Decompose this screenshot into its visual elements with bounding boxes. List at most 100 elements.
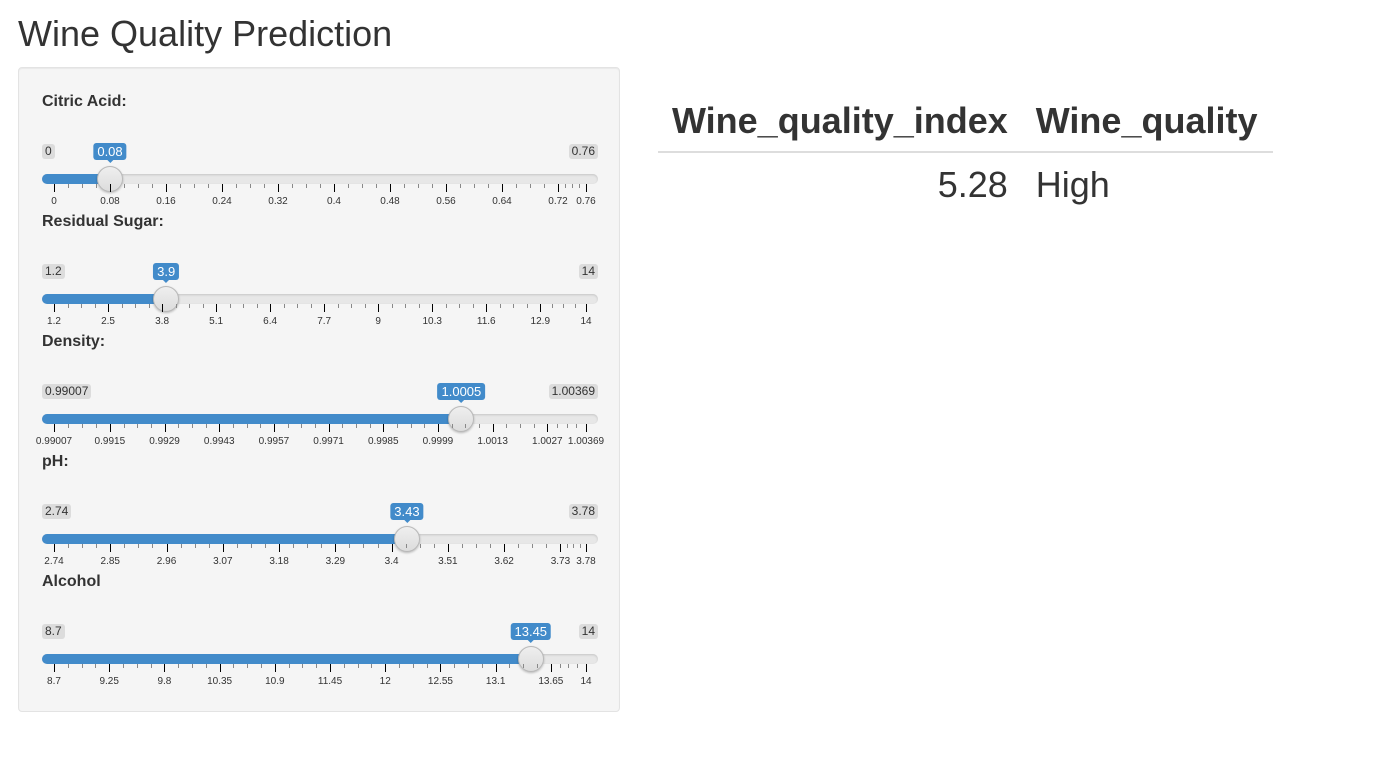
slider-track[interactable]: [42, 294, 598, 304]
slider-minor-tick: [568, 664, 570, 668]
slider-major-tick: [447, 544, 449, 552]
slider-max-label: 14: [578, 624, 598, 639]
slider-minor-tick: [283, 304, 285, 308]
slider-major-tick: [586, 424, 587, 432]
slider-major-tick: [216, 304, 218, 312]
slider-minor-tick: [152, 184, 153, 188]
cell-wine-quality-index: 5.28: [937, 164, 1008, 205]
slider-minor-tick: [256, 304, 258, 308]
slider-minor-tick: [321, 544, 323, 548]
slider-tick-label: 0: [51, 196, 57, 207]
slider-minor-tick: [391, 304, 393, 308]
slider-major-tick: [110, 184, 111, 192]
header-wine-quality-index: Wine_quality_index: [658, 99, 1022, 153]
slider-handle[interactable]: [393, 526, 420, 552]
slider-minor-tick: [81, 304, 83, 308]
slider-minor-tick: [136, 664, 138, 668]
slider-major-tick: [324, 304, 326, 312]
slider-min-label: 0: [42, 144, 55, 159]
slider-minor-tick: [135, 304, 137, 308]
slider-minor-tick: [563, 304, 565, 308]
slider-minor-tick: [579, 184, 580, 188]
slider-minor-tick: [124, 184, 125, 188]
slider-minor-tick: [518, 544, 520, 548]
slider-minor-tick: [532, 544, 534, 548]
slider-tick-label: 9: [375, 316, 381, 327]
slider-minor-tick: [454, 664, 456, 668]
slider-minor-tick: [364, 304, 366, 308]
slider-minor-tick: [342, 424, 344, 428]
slider-minor-tick: [348, 184, 349, 188]
slider-minor-tick: [67, 424, 69, 428]
slider-max-label: 0.76: [568, 144, 598, 159]
slider-tick-label: 3.18: [269, 556, 289, 567]
slider-fill: [42, 294, 167, 304]
slider-tick-label: 0.24: [212, 196, 232, 207]
slider-major-tick: [383, 424, 385, 432]
slider-major-tick: [440, 664, 442, 672]
slider-minor-tick: [261, 664, 263, 668]
slider-minor-tick: [460, 184, 461, 188]
slider-minor-tick: [544, 184, 545, 188]
slider-minor-tick: [533, 424, 535, 428]
slider-minor-tick: [459, 304, 461, 308]
slider-grid: 0.99007 0.9915 0.9929 0.9943 0.9957 0.9971 0.9…: [36, 424, 604, 454]
slider-minor-tick: [363, 544, 365, 548]
cell-wine-quality: High: [1035, 164, 1110, 205]
slider-handle[interactable]: [448, 406, 475, 432]
slider-minor-tick: [314, 424, 316, 428]
slider-tick-label: 2.74: [44, 556, 64, 567]
slider-citric-acid: Citric Acid: 0 0.76 0.08 0 0.08 0.16 0.24 0.…: [42, 92, 598, 207]
slider-fill: [42, 414, 462, 424]
slider-minor-tick: [67, 664, 69, 668]
slider-major-tick: [164, 424, 166, 432]
slider-minor-tick: [81, 424, 83, 428]
slider-minor-tick: [96, 544, 98, 548]
slider-tick-label: 0.76: [576, 196, 596, 207]
slider-minor-tick: [310, 304, 312, 308]
slider-major-tick: [110, 544, 112, 552]
slider-fill: [42, 534, 407, 544]
slider-major-tick: [270, 304, 272, 312]
slider-minor-tick: [124, 544, 126, 548]
slider-major-tick: [586, 304, 587, 312]
slider-minor-tick: [376, 184, 377, 188]
slider-tick-label: 1.00369: [567, 436, 605, 447]
slider-minor-tick: [232, 424, 234, 428]
slider-minor-tick: [419, 544, 421, 548]
slider-minor-tick: [433, 544, 435, 548]
slider-track[interactable]: [42, 174, 598, 184]
slider-handle[interactable]: [153, 286, 180, 312]
slider-minor-tick: [499, 304, 501, 308]
slider-major-tick: [558, 184, 559, 192]
slider-residual-sugar: Residual Sugar: 1.2 14 3.9 1.2 2.5 3.8 5.1 6…: [42, 212, 598, 327]
slider-max-label: 1.00369: [548, 384, 598, 399]
slider-minor-tick: [152, 544, 154, 548]
slider-value-badge: 0.08: [93, 143, 127, 163]
slider-minor-tick: [292, 184, 293, 188]
slider-value-badge: 1.0005: [437, 383, 486, 403]
slider-minor-tick: [150, 664, 152, 668]
slider-major-tick: [219, 664, 221, 672]
slider-minor-tick: [205, 424, 207, 428]
slider-minor-tick: [405, 544, 407, 548]
slider-tick-label: 0.32: [268, 196, 288, 207]
slider-tick-label: 0.64: [492, 196, 512, 207]
slider-major-tick: [274, 664, 276, 672]
slider-minor-tick: [410, 424, 412, 428]
slider-major-tick: [586, 544, 587, 552]
slider-minor-tick: [412, 664, 414, 668]
slider-major-tick: [162, 304, 164, 312]
slider-major-tick: [586, 664, 587, 672]
slider-minor-tick: [148, 304, 150, 308]
slider-max-label: 14: [578, 264, 598, 279]
slider-major-tick: [550, 664, 552, 672]
slider-handle[interactable]: [517, 646, 544, 672]
slider-minor-tick: [566, 424, 568, 428]
slider-tick-label: 0.99007: [35, 436, 73, 447]
slider-minor-tick: [546, 544, 548, 548]
slider-tick-label: 0.56: [436, 196, 456, 207]
slider-minor-tick: [523, 664, 525, 668]
slider-minor-tick: [424, 424, 426, 428]
slider-minor-tick: [265, 544, 266, 548]
